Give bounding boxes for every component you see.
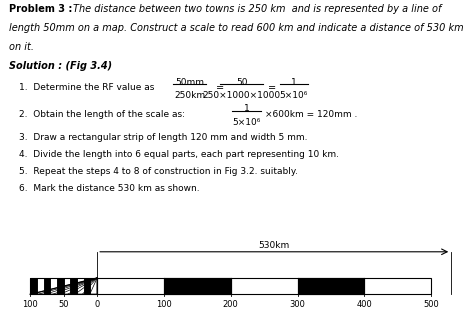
Text: ×600km = 120mm .: ×600km = 120mm . (265, 110, 358, 119)
Bar (164, 278, 231, 294)
Bar (30, 278, 37, 294)
Text: 300: 300 (290, 300, 305, 309)
Bar (97, 278, 431, 294)
Text: Solution : (Fig 3.4): Solution : (Fig 3.4) (9, 61, 113, 71)
Text: 5×10⁶: 5×10⁶ (232, 118, 261, 127)
Text: 6.  Mark the distance 530 km as shown.: 6. Mark the distance 530 km as shown. (19, 184, 200, 193)
Text: 250×1000×1000: 250×1000×1000 (203, 91, 281, 100)
Bar (71, 278, 77, 294)
Text: 5.  Repeat the steps 4 to 8 of construction in Fig 3.2. suitably.: 5. Repeat the steps 4 to 8 of constructi… (19, 167, 298, 176)
Text: 2.  Obtain the length of the scale as:: 2. Obtain the length of the scale as: (19, 110, 185, 119)
Text: 530km: 530km (258, 241, 290, 250)
Text: =: = (216, 83, 224, 94)
Bar (84, 278, 91, 294)
Text: =: = (268, 83, 276, 94)
Bar (30, 278, 97, 294)
Text: 0: 0 (94, 300, 100, 309)
Text: 3.  Draw a rectangular strip of length 120 mm and width 5 mm.: 3. Draw a rectangular strip of length 12… (19, 133, 308, 142)
Text: 1: 1 (291, 78, 297, 87)
Text: The distance between two towns is 250 km  and is represented by a line of: The distance between two towns is 250 km… (73, 4, 442, 14)
Text: 500: 500 (423, 300, 439, 309)
Text: 50: 50 (58, 300, 69, 309)
Text: 400: 400 (356, 300, 372, 309)
Text: 50: 50 (236, 78, 247, 87)
Text: 4.  Divide the length into 6 equal parts, each part representing 10 km.: 4. Divide the length into 6 equal parts,… (19, 150, 339, 159)
Text: 100: 100 (22, 300, 38, 309)
Text: 1: 1 (244, 104, 249, 113)
Text: 200: 200 (223, 300, 238, 309)
Text: 250km: 250km (174, 91, 205, 100)
Text: on it.: on it. (9, 42, 35, 52)
Text: 5×10⁶: 5×10⁶ (280, 91, 308, 100)
Text: Problem 3 :: Problem 3 : (9, 4, 76, 14)
Bar (44, 278, 50, 294)
Text: 100: 100 (156, 300, 172, 309)
Text: 50mm: 50mm (175, 78, 204, 87)
Bar (298, 278, 365, 294)
Text: 1.  Determine the RF value as: 1. Determine the RF value as (19, 83, 155, 93)
Bar (57, 278, 64, 294)
Text: length 50mm on a map. Construct a scale to read 600 km and indicate a distance o: length 50mm on a map. Construct a scale … (9, 23, 464, 33)
